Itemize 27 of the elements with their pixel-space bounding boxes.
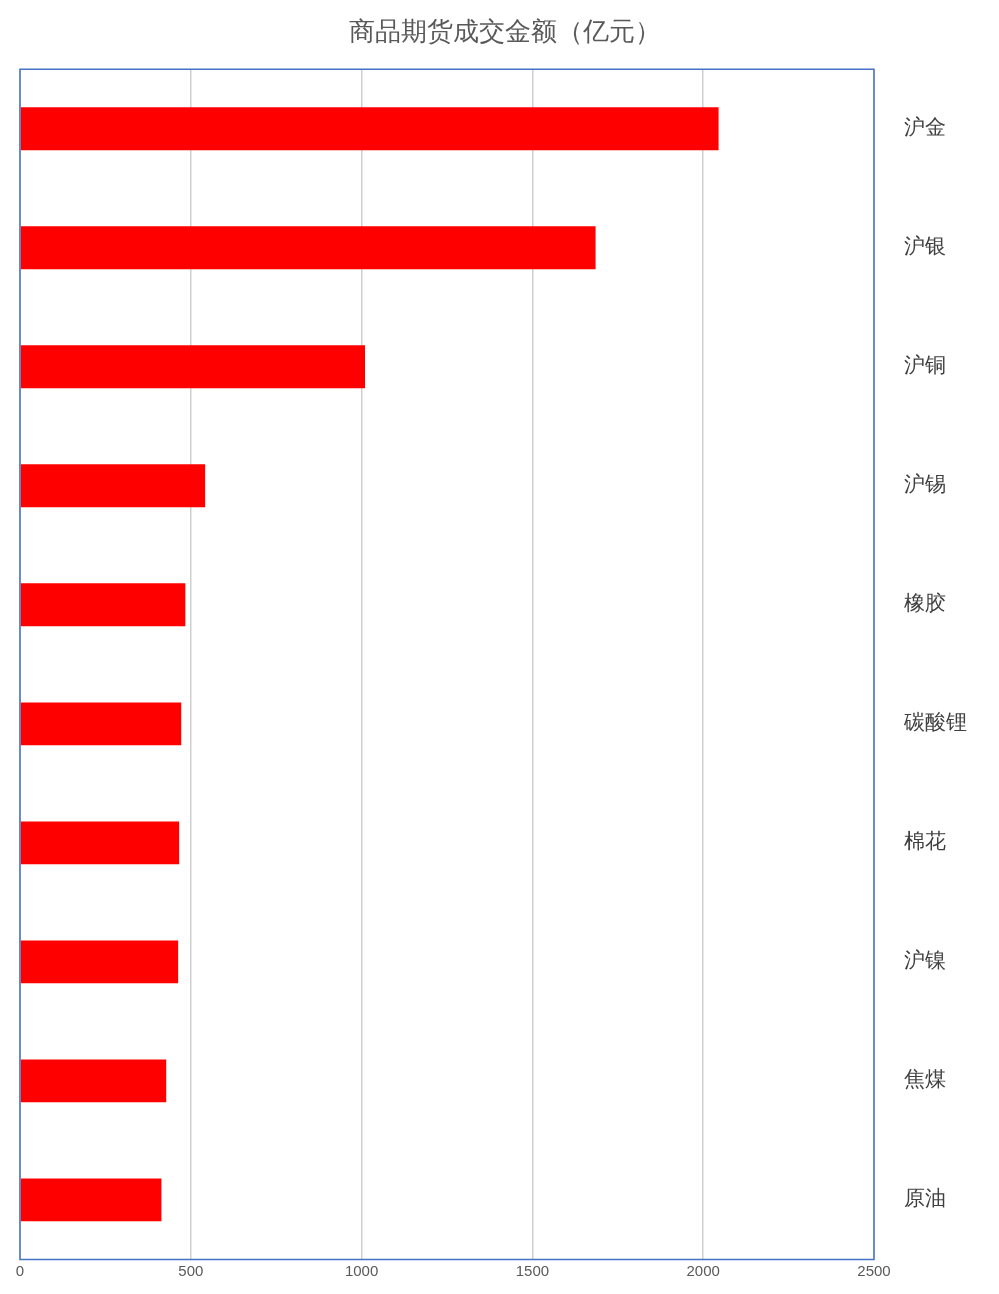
bar xyxy=(20,940,179,984)
x-tick-label: 0 xyxy=(15,1261,25,1279)
bar xyxy=(20,345,366,389)
x-tick-label: 500 xyxy=(178,1261,204,1279)
bar xyxy=(20,1178,162,1222)
y-tick-label: 沪镍 xyxy=(904,948,946,973)
x-tick-label: 1000 xyxy=(344,1261,379,1279)
y-tick-label: 沪金 xyxy=(904,115,946,140)
bar xyxy=(20,1059,167,1103)
chart-title: 商品期货成交金额（亿元） xyxy=(348,16,661,47)
bar xyxy=(20,107,719,151)
y-tick-label: 碳酸锂 xyxy=(903,710,967,735)
x-tick-label: 2500 xyxy=(857,1261,891,1279)
y-tick-label: 沪铜 xyxy=(904,353,946,378)
bar xyxy=(20,702,182,746)
bar xyxy=(20,464,206,508)
y-tick-label: 沪银 xyxy=(904,234,946,259)
y-tick-label: 棉花 xyxy=(904,829,946,854)
y-tick-label: 焦煤 xyxy=(904,1067,946,1092)
y-tick-label: 沪锡 xyxy=(904,472,946,497)
x-tick-label: 1500 xyxy=(515,1261,550,1279)
y-tick-label: 橡胶 xyxy=(904,591,946,616)
x-tick-label: 2000 xyxy=(686,1261,720,1279)
y-tick-label: 原油 xyxy=(904,1186,946,1211)
bar xyxy=(20,821,180,865)
bar xyxy=(20,226,596,270)
bar xyxy=(20,583,186,627)
